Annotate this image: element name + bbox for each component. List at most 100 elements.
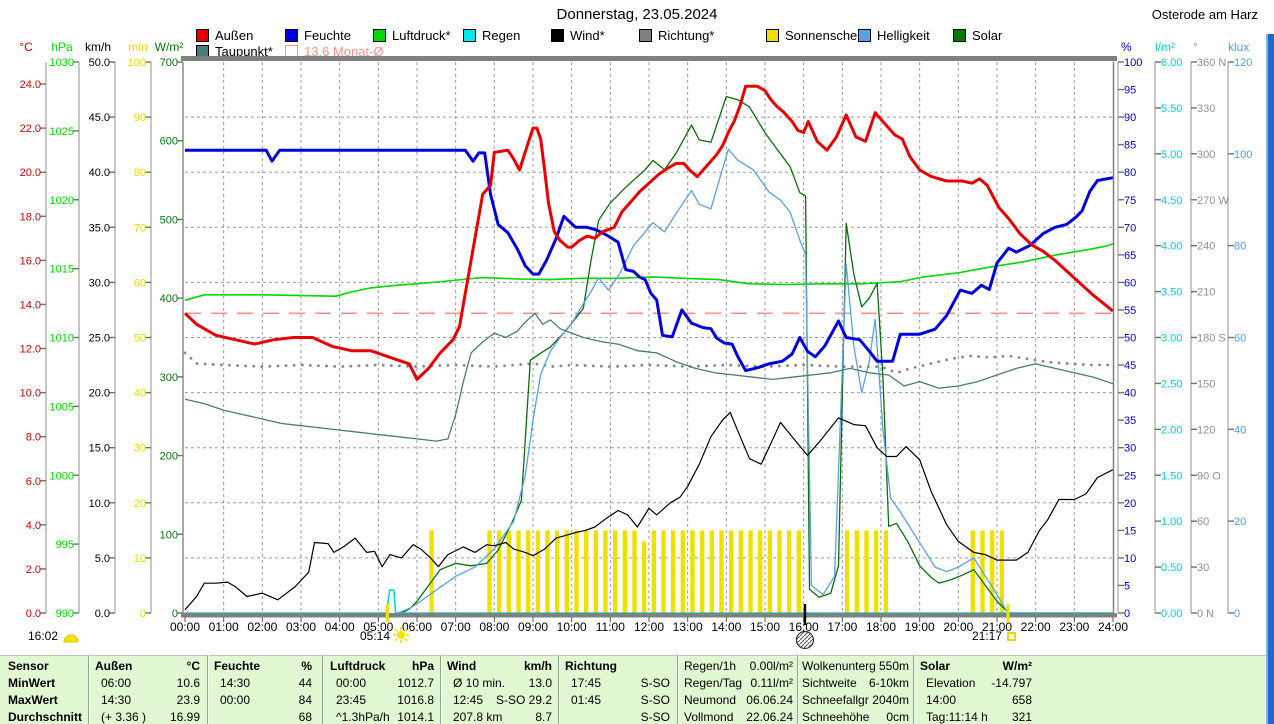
sunshine-bar bbox=[593, 530, 599, 613]
sunset-time-label: 21:17 bbox=[971, 629, 1002, 643]
axis-tick-label-hpa: 1010 bbox=[50, 333, 74, 345]
axis-tick-label-kmh: 25.0 bbox=[89, 333, 110, 345]
sunshine-bar bbox=[883, 530, 889, 613]
axis-tick-label-temp: 6.0 bbox=[26, 476, 41, 488]
axis-tick-label-lm2: 1.50 bbox=[1161, 470, 1182, 482]
axis-tick-label-lm2: 2.00 bbox=[1161, 424, 1182, 436]
legend-item-regen: Regen bbox=[463, 28, 520, 43]
footer-cell: 0.11l/m² bbox=[750, 676, 793, 690]
axis-tick-label-hpa: 1000 bbox=[50, 470, 74, 482]
moonrise-icon bbox=[62, 631, 80, 649]
axis-tick-label-temp: 0.0 bbox=[26, 608, 41, 620]
axis-tick-label-temp: 10.0 bbox=[20, 388, 41, 400]
series-helligkeit bbox=[397, 148, 1113, 614]
footer-cell: 68 bbox=[298, 710, 312, 724]
sunshine-bar bbox=[999, 530, 1005, 613]
sunshine-bar bbox=[989, 530, 995, 613]
axis-tick-label-deg: 300 bbox=[1197, 149, 1215, 161]
axis-tick-label-kmh: 40.0 bbox=[89, 167, 110, 179]
sunshine-bar bbox=[873, 530, 879, 613]
axis-tick-label-wm2: 400 bbox=[160, 293, 178, 305]
unit-header-wm2: W/m² bbox=[154, 40, 184, 54]
plot-top-border bbox=[181, 56, 1117, 61]
axis-tick-label-min: 100 bbox=[128, 57, 146, 69]
sunshine-bar bbox=[554, 530, 560, 613]
footer-cell: Feuchte bbox=[214, 659, 261, 673]
axis-tick-label-lm2: 5.00 bbox=[1161, 149, 1182, 161]
footer-separator bbox=[677, 655, 679, 724]
footer-cell: 84 bbox=[298, 693, 312, 707]
footer-cell: S-SO bbox=[640, 676, 670, 690]
legend-swatch-icon bbox=[285, 29, 298, 42]
axis-tick-label-kmh: 10.0 bbox=[89, 498, 110, 510]
axis-tick-label-deg: 60 bbox=[1197, 516, 1209, 528]
weather-chart: 24.0 22.0 20.0 18.0 16.0 14.0 12.0 10.0 8.0 6.0 4.… bbox=[20, 56, 1252, 650]
axis-tick-label-min: 60 bbox=[134, 277, 146, 289]
axis-tick-label-klux: 100 bbox=[1234, 149, 1252, 161]
unit-header-kmh: km/h bbox=[84, 40, 111, 54]
legend-swatch-icon bbox=[766, 29, 779, 42]
legend-item-feuchte: Feuchte bbox=[285, 28, 351, 43]
sunshine-bar bbox=[854, 530, 860, 613]
sunshine-bar bbox=[670, 530, 676, 613]
sunshine-bar bbox=[506, 530, 512, 613]
footer-cell: Elevation bbox=[926, 676, 976, 690]
sunshine-bar bbox=[429, 530, 434, 613]
axis-tick-label-temp: 18.0 bbox=[20, 211, 41, 223]
legend-swatch-icon bbox=[858, 29, 871, 42]
sunshine-bar bbox=[690, 530, 695, 613]
sunshine-bar bbox=[651, 530, 657, 613]
legend-label: Solar bbox=[972, 28, 1003, 43]
axis-tick-label-temp: 16.0 bbox=[20, 255, 41, 267]
station-name: Osterode am Harz bbox=[1151, 7, 1258, 22]
legend-label: Luftdruck* bbox=[392, 28, 451, 43]
axis-tick-label-temp: 2.0 bbox=[26, 564, 41, 576]
sunshine-bar bbox=[622, 530, 628, 613]
legend-swatch-icon bbox=[463, 29, 476, 42]
footer-cell: S-SO bbox=[640, 710, 670, 724]
footer-cell: ^1.3hPa/h bbox=[336, 710, 390, 724]
footer-separator bbox=[322, 655, 324, 724]
axis-tick-label-lm2: 2.50 bbox=[1161, 378, 1182, 390]
window-edge bbox=[1266, 34, 1274, 724]
axis-tick-label-lm2: 5.50 bbox=[1161, 103, 1182, 115]
axis-tick-label-deg: 90 O bbox=[1197, 470, 1221, 482]
sunshine-bar bbox=[632, 530, 637, 613]
footer-cell: Tag:11:14 h bbox=[926, 710, 988, 724]
footer-cell: Wind bbox=[447, 659, 477, 673]
sunshine-bar bbox=[728, 530, 734, 613]
legend-item-wind-: Wind* bbox=[551, 28, 605, 43]
axis-tick-label-min: 10 bbox=[134, 553, 146, 565]
footer-cell: 1012.7 bbox=[397, 676, 434, 690]
axis-tick-label-hpa: 1020 bbox=[50, 195, 74, 207]
x-axis-label: 06:00 bbox=[401, 620, 433, 634]
x-axis-label: 13:00 bbox=[672, 620, 703, 634]
x-axis-label: 11:00 bbox=[595, 620, 625, 634]
axis-tick-label-pct: 60 bbox=[1124, 277, 1136, 289]
legend-item-luftdruck-: Luftdruck* bbox=[373, 28, 451, 43]
axis-tick-label-wm2: 600 bbox=[160, 136, 178, 148]
axis-tick-label-pct: 55 bbox=[1124, 305, 1136, 317]
axis-tick-label-deg: 30 bbox=[1197, 562, 1209, 574]
sunshine-bar bbox=[719, 530, 724, 613]
axis-tick-label-lm2: 6.00 bbox=[1161, 57, 1182, 69]
footer-separator bbox=[88, 655, 90, 724]
series-taupunkt bbox=[184, 312, 1114, 442]
axis-tick-label-deg: 180 S bbox=[1197, 333, 1226, 345]
sunshine-bar bbox=[516, 530, 521, 613]
series-solar bbox=[401, 95, 1113, 614]
unit-header-deg: ° bbox=[1193, 40, 1198, 54]
axis-tick-label-temp: 8.0 bbox=[26, 432, 41, 444]
legend-label: Taupunkt* bbox=[215, 44, 273, 59]
x-axis-label: 04:00 bbox=[324, 620, 355, 634]
axis-tick-label-min: 0 bbox=[140, 608, 146, 620]
axis-tick-label-min: 70 bbox=[134, 222, 146, 234]
axis-tick-label-kmh: 20.0 bbox=[89, 388, 110, 400]
sunshine-bar bbox=[796, 530, 802, 613]
axis-tick-label-kmh: 30.0 bbox=[89, 277, 110, 289]
sunshine-bar bbox=[699, 530, 705, 613]
x-axis-label: 10:00 bbox=[556, 620, 587, 634]
axis-tick-label-kmh: 50.0 bbox=[89, 57, 110, 69]
axis-tick-label-hpa: 1025 bbox=[50, 126, 74, 138]
axis-tick-label-min: 80 bbox=[134, 167, 146, 179]
